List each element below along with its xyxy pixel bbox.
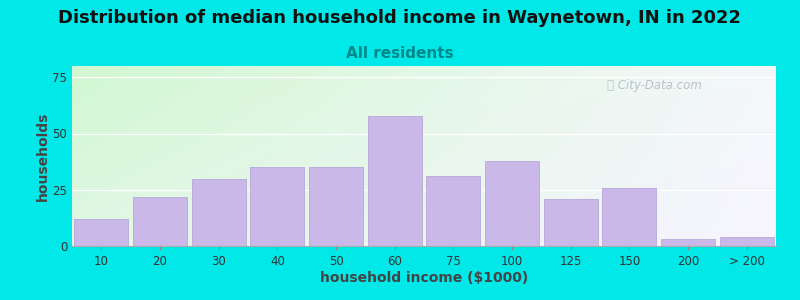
X-axis label: household income ($1000): household income ($1000) xyxy=(320,271,528,285)
Bar xyxy=(485,160,539,246)
Bar xyxy=(368,116,422,246)
Text: All residents: All residents xyxy=(346,46,454,62)
Text: Distribution of median household income in Waynetown, IN in 2022: Distribution of median household income … xyxy=(58,9,742,27)
Bar xyxy=(544,199,598,246)
Text: ⓘ City-Data.com: ⓘ City-Data.com xyxy=(607,79,702,92)
Y-axis label: households: households xyxy=(35,111,50,201)
Bar xyxy=(720,237,774,246)
Bar xyxy=(74,219,128,246)
Bar xyxy=(192,178,246,246)
Bar xyxy=(250,167,304,246)
Bar xyxy=(661,239,715,246)
Bar xyxy=(602,188,656,246)
Bar xyxy=(309,167,363,246)
Bar xyxy=(426,176,480,246)
Bar xyxy=(133,196,187,246)
